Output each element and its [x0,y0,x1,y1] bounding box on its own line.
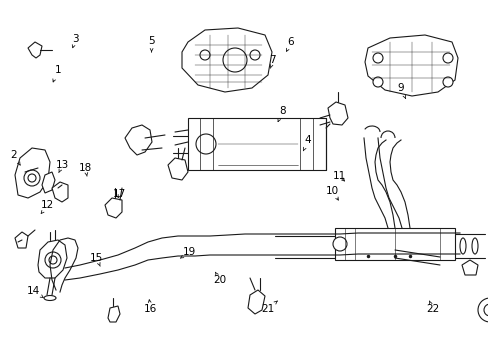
Polygon shape [52,182,68,202]
Text: 21: 21 [261,301,277,314]
Circle shape [200,50,209,60]
Text: 9: 9 [397,83,405,99]
Circle shape [372,53,382,63]
Text: 15: 15 [90,253,103,266]
Text: 5: 5 [148,36,155,52]
Circle shape [196,134,216,154]
Ellipse shape [459,238,465,254]
Polygon shape [461,260,477,275]
Text: 19: 19 [180,247,196,258]
Circle shape [442,53,452,63]
Ellipse shape [471,238,477,254]
Circle shape [442,77,452,87]
Polygon shape [108,306,120,322]
Polygon shape [28,42,42,58]
Circle shape [223,48,246,72]
Circle shape [249,50,260,60]
Bar [334,228,454,260]
Polygon shape [168,158,187,180]
Text: 1: 1 [53,65,61,82]
Circle shape [477,298,488,322]
Ellipse shape [44,296,56,301]
Text: 22: 22 [425,301,439,314]
Polygon shape [15,232,28,248]
Polygon shape [247,290,264,314]
Polygon shape [15,148,50,198]
Circle shape [49,256,57,264]
Text: 18: 18 [79,163,92,176]
Text: 14: 14 [26,286,43,298]
Text: 12: 12 [41,200,55,213]
Circle shape [483,304,488,316]
Polygon shape [182,28,271,92]
Polygon shape [42,172,55,193]
Text: 17: 17 [113,189,126,199]
Circle shape [332,237,346,251]
Circle shape [28,174,36,182]
Circle shape [372,77,382,87]
Text: 6: 6 [286,37,294,51]
Text: 11: 11 [332,171,346,181]
Text: 13: 13 [56,160,69,173]
Text: 7: 7 [269,55,276,68]
Text: 10: 10 [325,186,338,200]
Bar [187,118,325,170]
Polygon shape [38,240,67,278]
Polygon shape [364,35,457,96]
Circle shape [24,170,40,186]
Text: 2: 2 [10,150,20,165]
Polygon shape [125,125,152,155]
Text: 16: 16 [143,300,157,314]
Polygon shape [327,102,347,125]
Text: 8: 8 [277,106,285,122]
Circle shape [45,252,61,268]
Text: 20: 20 [213,272,226,285]
Text: 4: 4 [303,135,311,151]
Text: 3: 3 [72,34,79,48]
Polygon shape [105,198,122,218]
